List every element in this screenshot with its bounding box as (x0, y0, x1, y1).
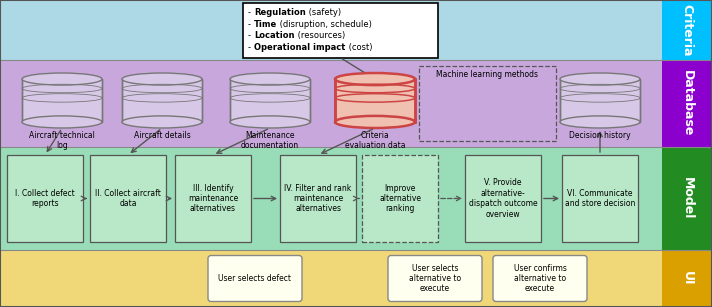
Ellipse shape (230, 73, 310, 85)
FancyBboxPatch shape (362, 155, 438, 242)
Ellipse shape (122, 116, 202, 128)
Bar (0, 250, 712, 307)
Text: Aircraft technical
log: Aircraft technical log (29, 131, 95, 150)
Ellipse shape (560, 116, 640, 128)
FancyBboxPatch shape (7, 155, 83, 242)
Bar (0, 147, 712, 250)
Bar (243, 2, 437, 57)
Ellipse shape (22, 116, 102, 128)
Bar (230, 79, 310, 122)
Text: Location: Location (254, 31, 295, 40)
Bar (122, 79, 202, 122)
Bar (335, 79, 415, 122)
Text: (cost): (cost) (345, 43, 372, 52)
Bar (662, 147, 712, 250)
Ellipse shape (560, 73, 640, 85)
Text: Criteria: Criteria (681, 4, 693, 56)
Text: Machine learning methods: Machine learning methods (436, 70, 538, 79)
Bar (230, 79, 310, 122)
Text: Time: Time (254, 20, 278, 29)
FancyBboxPatch shape (465, 155, 541, 242)
Bar (335, 79, 415, 122)
Text: -: - (248, 43, 254, 52)
FancyBboxPatch shape (90, 155, 166, 242)
Text: -: - (248, 31, 254, 40)
Bar (662, 0, 712, 60)
FancyBboxPatch shape (562, 155, 638, 242)
Text: User selects
alternative to
execute: User selects alternative to execute (409, 264, 461, 293)
Text: Model: Model (681, 177, 693, 220)
Text: Decision history: Decision history (569, 131, 631, 140)
FancyBboxPatch shape (388, 255, 482, 301)
Text: User selects defect: User selects defect (219, 274, 291, 283)
Ellipse shape (122, 73, 202, 85)
Text: Database: Database (681, 70, 693, 137)
Bar (560, 79, 640, 122)
FancyBboxPatch shape (493, 255, 587, 301)
Text: V. Provide
alternative-
dispatch outcome
overview: V. Provide alternative- dispatch outcome… (468, 178, 538, 219)
Text: Operational impact: Operational impact (254, 43, 345, 52)
Text: VI. Communicate
and store decision: VI. Communicate and store decision (565, 189, 635, 208)
Text: Aircraft details: Aircraft details (134, 131, 190, 140)
Text: (resources): (resources) (295, 31, 345, 40)
Bar (0, 0, 712, 60)
Text: Criteria
evaluation data: Criteria evaluation data (345, 131, 405, 150)
Text: Maintenance
documentation: Maintenance documentation (241, 131, 299, 150)
Text: UI: UI (681, 271, 693, 286)
Bar (122, 79, 202, 122)
Text: (safety): (safety) (306, 8, 341, 17)
Text: IV. Filter and rank
maintenance
alternatives: IV. Filter and rank maintenance alternat… (284, 184, 352, 213)
Text: II. Collect aircraft
data: II. Collect aircraft data (95, 189, 161, 208)
Text: User confirms
alternative to
execute: User confirms alternative to execute (513, 264, 567, 293)
Text: (disruption, schedule): (disruption, schedule) (278, 20, 372, 29)
Text: -: - (248, 20, 254, 29)
Bar (419, 66, 556, 141)
Text: Improve
alternative
ranking: Improve alternative ranking (379, 184, 421, 213)
FancyBboxPatch shape (175, 155, 251, 242)
Text: -: - (248, 8, 254, 17)
Bar (0, 60, 712, 147)
Ellipse shape (335, 116, 415, 128)
Ellipse shape (22, 73, 102, 85)
Bar (662, 60, 712, 147)
Text: Regulation: Regulation (254, 8, 306, 17)
Bar (560, 79, 640, 122)
Bar (22, 79, 102, 122)
Text: III. Identify
maintenance
alternatives: III. Identify maintenance alternatives (188, 184, 238, 213)
Bar (22, 79, 102, 122)
Ellipse shape (335, 73, 415, 85)
Text: I. Collect defect
reports: I. Collect defect reports (15, 189, 75, 208)
Ellipse shape (230, 116, 310, 128)
Bar (662, 250, 712, 307)
FancyBboxPatch shape (280, 155, 356, 242)
FancyBboxPatch shape (208, 255, 302, 301)
